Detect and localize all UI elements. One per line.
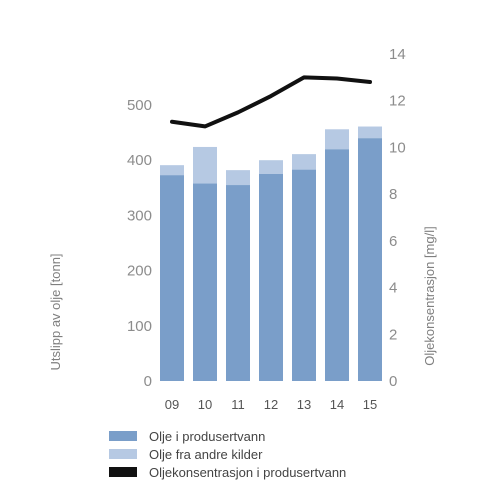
bar-olje-i-produsertvann-09	[160, 175, 184, 381]
y-axis-left-label: Utslipp av olje [tonn]	[48, 253, 63, 370]
bar-olje-i-produsertvann-12	[259, 174, 283, 381]
y-left-tick-label: 400	[127, 152, 152, 169]
x-tick-label: 14	[330, 397, 344, 412]
bar-olje-fra-andre-kilder-09	[160, 165, 184, 176]
y-axis-left-ticks: 0 100 200 300 400 500	[127, 97, 152, 390]
y-right-tick-label: 10	[389, 139, 406, 156]
legend-label-olje-fra-andre-kilder: Olje fra andre kilder	[149, 447, 263, 462]
x-tick-label: 13	[297, 397, 311, 412]
bar-olje-fra-andre-kilder-13	[292, 154, 316, 170]
bar-olje-fra-andre-kilder-15	[358, 126, 382, 139]
bar-olje-fra-andre-kilder-14	[325, 129, 349, 150]
line-oljekonsentrasjon	[170, 75, 372, 129]
y-axis-right-ticks: 0 2 4 6 8 10 12 14	[389, 46, 406, 390]
legend-swatch-olje-i-produsertvann	[109, 431, 137, 441]
bar-olje-i-produsertvann-11	[226, 185, 250, 381]
legend: Olje i produsertvann Olje fra andre kild…	[109, 429, 346, 480]
legend-label-oljekonsentrasjon: Oljekonsentrasjon i produsertvann	[149, 465, 346, 480]
x-tick-label: 11	[231, 397, 245, 412]
x-axis-ticks: 09 10 11 12 13 14 15	[165, 397, 377, 412]
y-right-tick-label: 2	[389, 326, 397, 343]
x-tick-label: 12	[264, 397, 278, 412]
legend-swatch-olje-fra-andre-kilder	[109, 449, 137, 459]
y-axis-right-label: Oljekonsentrasjon [mg/l]	[422, 226, 437, 365]
legend-swatch-oljekonsentrasjon	[109, 467, 137, 477]
y-left-tick-label: 200	[127, 263, 152, 280]
y-left-tick-label: 300	[127, 207, 152, 224]
y-left-tick-label: 100	[127, 318, 152, 335]
bar-olje-fra-andre-kilder-12	[259, 160, 283, 174]
legend-label-olje-i-produsertvann: Olje i produsertvann	[149, 429, 265, 444]
bar-olje-fra-andre-kilder-11	[226, 170, 250, 186]
y-left-tick-label: 500	[127, 97, 152, 114]
y-right-tick-label: 6	[389, 233, 397, 250]
bar-olje-i-produsertvann-14	[325, 149, 349, 381]
y-right-tick-label: 14	[389, 46, 406, 63]
y-right-tick-label: 4	[389, 280, 397, 297]
bar-olje-i-produsertvann-15	[358, 138, 382, 381]
y-right-tick-label: 8	[389, 186, 397, 203]
bar-olje-i-produsertvann-13	[292, 169, 316, 381]
x-tick-label: 09	[165, 397, 179, 412]
line-series	[170, 75, 372, 129]
x-tick-label: 15	[363, 397, 377, 412]
bar-olje-fra-andre-kilder-10	[193, 146, 217, 184]
bars	[160, 126, 382, 381]
y-left-tick-label: 0	[144, 373, 152, 390]
y-right-tick-label: 0	[389, 373, 397, 390]
x-tick-label: 10	[198, 397, 212, 412]
y-right-tick-label: 12	[389, 93, 406, 110]
bar-olje-i-produsertvann-10	[193, 183, 217, 381]
